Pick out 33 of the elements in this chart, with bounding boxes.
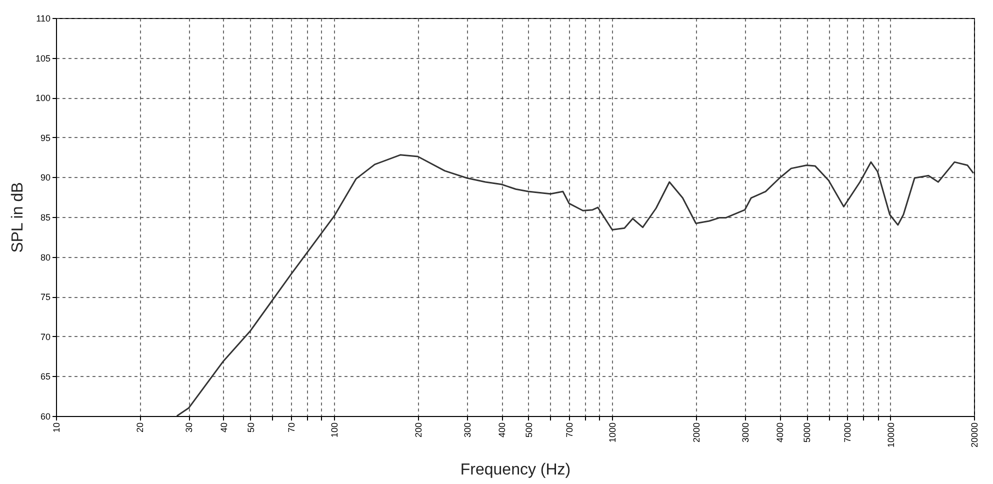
y-tick-label: 95: [40, 132, 50, 143]
y-tick-label: 90: [40, 172, 50, 183]
y-tick-label: 65: [40, 372, 50, 382]
x-tick-label: 2000: [691, 422, 702, 443]
x-tick-label: 10000: [886, 422, 896, 448]
x-tick-label: 30: [184, 422, 194, 433]
y-tick-label: 60: [40, 412, 50, 422]
x-tick-label: 50: [246, 422, 256, 433]
x-tick-label: 1000: [608, 422, 618, 443]
x-tick-label: 300: [462, 422, 472, 438]
x-tick-label: 4000: [775, 422, 786, 443]
x-tick-label: 100: [330, 422, 340, 438]
y-tick-label: 105: [35, 53, 50, 64]
y-tick-label: 110: [36, 14, 50, 24]
x-tick-label: 400: [497, 422, 508, 438]
x-tick-label: 40: [218, 422, 229, 433]
x-tick-label: 5000: [802, 422, 812, 443]
y-tick-label: 70: [40, 332, 50, 342]
x-tick-label: 500: [524, 422, 534, 438]
y-axis-title: SPL in dB: [9, 182, 26, 253]
y-tick-label: 100: [35, 93, 50, 104]
x-tick-label: 20: [135, 422, 146, 433]
x-axis-title: Frequency (Hz): [460, 462, 571, 479]
y-tick-label: 75: [40, 292, 50, 302]
x-tick-label: 10: [52, 422, 62, 433]
x-tick-label: 20000: [970, 422, 980, 448]
y-tick-label: 80: [40, 252, 50, 262]
x-tick-label: 3000: [740, 422, 750, 443]
x-tick-label: 7000: [842, 422, 853, 443]
y-tick-label: 85: [40, 212, 50, 222]
x-tick-label: 700: [564, 422, 575, 438]
x-tick-label: 200: [413, 422, 424, 438]
x-tick-label: 70: [286, 422, 297, 433]
